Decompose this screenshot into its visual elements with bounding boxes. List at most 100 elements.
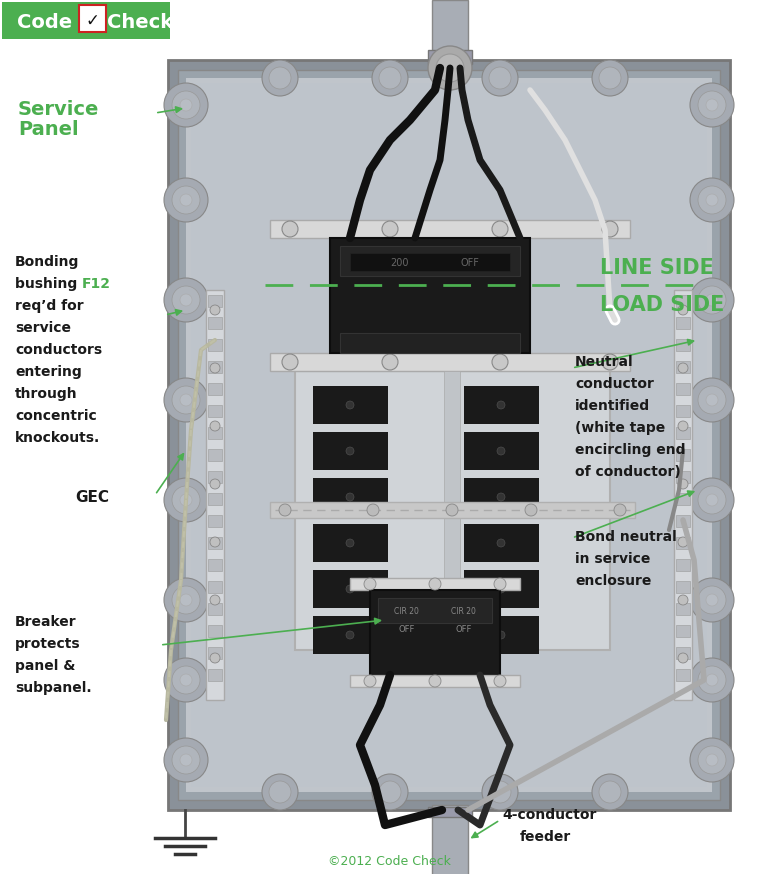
Circle shape — [210, 479, 220, 489]
Bar — [350, 253, 510, 271]
Circle shape — [497, 401, 505, 409]
Bar — [208, 383, 222, 395]
Circle shape — [382, 354, 398, 370]
Circle shape — [592, 774, 628, 810]
Bar — [270, 502, 635, 518]
Bar — [676, 339, 690, 351]
Text: Service: Service — [18, 100, 100, 119]
Circle shape — [428, 46, 472, 90]
Circle shape — [698, 91, 726, 119]
Text: OFF: OFF — [461, 258, 479, 268]
Text: knockouts.: knockouts. — [15, 431, 100, 445]
Text: Check: Check — [107, 12, 173, 31]
Text: bushing: bushing — [15, 277, 82, 291]
Circle shape — [599, 67, 621, 89]
Circle shape — [346, 447, 354, 455]
Bar — [208, 625, 222, 637]
Bar — [208, 493, 222, 505]
Circle shape — [698, 486, 726, 514]
Bar — [168, 60, 730, 810]
Circle shape — [494, 578, 506, 590]
Bar — [270, 220, 630, 238]
Circle shape — [346, 401, 354, 409]
Circle shape — [678, 595, 688, 605]
Bar — [350, 578, 520, 590]
Bar — [313, 432, 388, 470]
Bar — [676, 405, 690, 417]
Circle shape — [698, 666, 726, 694]
Text: Bond neutral: Bond neutral — [575, 530, 677, 544]
Circle shape — [698, 746, 726, 774]
Circle shape — [180, 594, 192, 606]
Bar — [313, 478, 388, 516]
Bar — [676, 361, 690, 373]
Circle shape — [262, 60, 298, 96]
Text: Neutral: Neutral — [575, 355, 633, 369]
Circle shape — [489, 781, 511, 803]
Circle shape — [690, 658, 734, 702]
Circle shape — [164, 378, 208, 422]
Text: protects: protects — [15, 637, 81, 651]
Circle shape — [690, 178, 734, 222]
Text: feeder: feeder — [520, 830, 571, 844]
Circle shape — [602, 221, 618, 237]
Circle shape — [482, 774, 518, 810]
Bar — [676, 669, 690, 681]
Circle shape — [269, 67, 291, 89]
Bar — [208, 471, 222, 483]
Circle shape — [346, 539, 354, 547]
Circle shape — [602, 354, 618, 370]
Bar — [313, 570, 388, 608]
Circle shape — [525, 504, 537, 516]
Circle shape — [698, 386, 726, 414]
Circle shape — [706, 99, 718, 111]
Bar — [444, 371, 460, 650]
Bar — [313, 616, 388, 654]
Circle shape — [364, 578, 376, 590]
Circle shape — [678, 305, 688, 315]
Circle shape — [690, 478, 734, 522]
Circle shape — [706, 394, 718, 406]
Circle shape — [706, 594, 718, 606]
Circle shape — [164, 178, 208, 222]
Circle shape — [346, 585, 354, 593]
Circle shape — [269, 781, 291, 803]
Circle shape — [164, 738, 208, 782]
Bar — [186, 78, 712, 792]
Bar — [340, 333, 520, 353]
Bar — [313, 524, 388, 562]
Bar — [676, 427, 690, 439]
Bar — [79, 5, 106, 32]
Circle shape — [678, 363, 688, 373]
Circle shape — [599, 781, 621, 803]
Circle shape — [489, 67, 511, 89]
Circle shape — [678, 537, 688, 547]
Circle shape — [172, 586, 200, 614]
Circle shape — [210, 363, 220, 373]
Circle shape — [690, 83, 734, 127]
Bar — [270, 353, 630, 371]
Bar — [295, 371, 610, 650]
Bar — [464, 386, 539, 424]
Text: of conductor): of conductor) — [575, 465, 681, 479]
Circle shape — [698, 286, 726, 314]
Text: service: service — [15, 321, 71, 335]
Circle shape — [210, 537, 220, 547]
Circle shape — [690, 278, 734, 322]
Circle shape — [690, 578, 734, 622]
Bar — [674, 290, 692, 700]
Bar — [432, 805, 468, 874]
Circle shape — [279, 504, 291, 516]
Circle shape — [690, 738, 734, 782]
Bar — [676, 295, 690, 307]
Bar — [206, 290, 224, 700]
Circle shape — [282, 354, 298, 370]
Circle shape — [180, 194, 192, 206]
Bar — [208, 537, 222, 549]
Text: in service: in service — [575, 552, 650, 566]
Circle shape — [282, 221, 298, 237]
Text: subpanel.: subpanel. — [15, 681, 92, 695]
Bar — [676, 449, 690, 461]
Bar — [208, 603, 222, 615]
Text: conductor: conductor — [575, 377, 654, 391]
